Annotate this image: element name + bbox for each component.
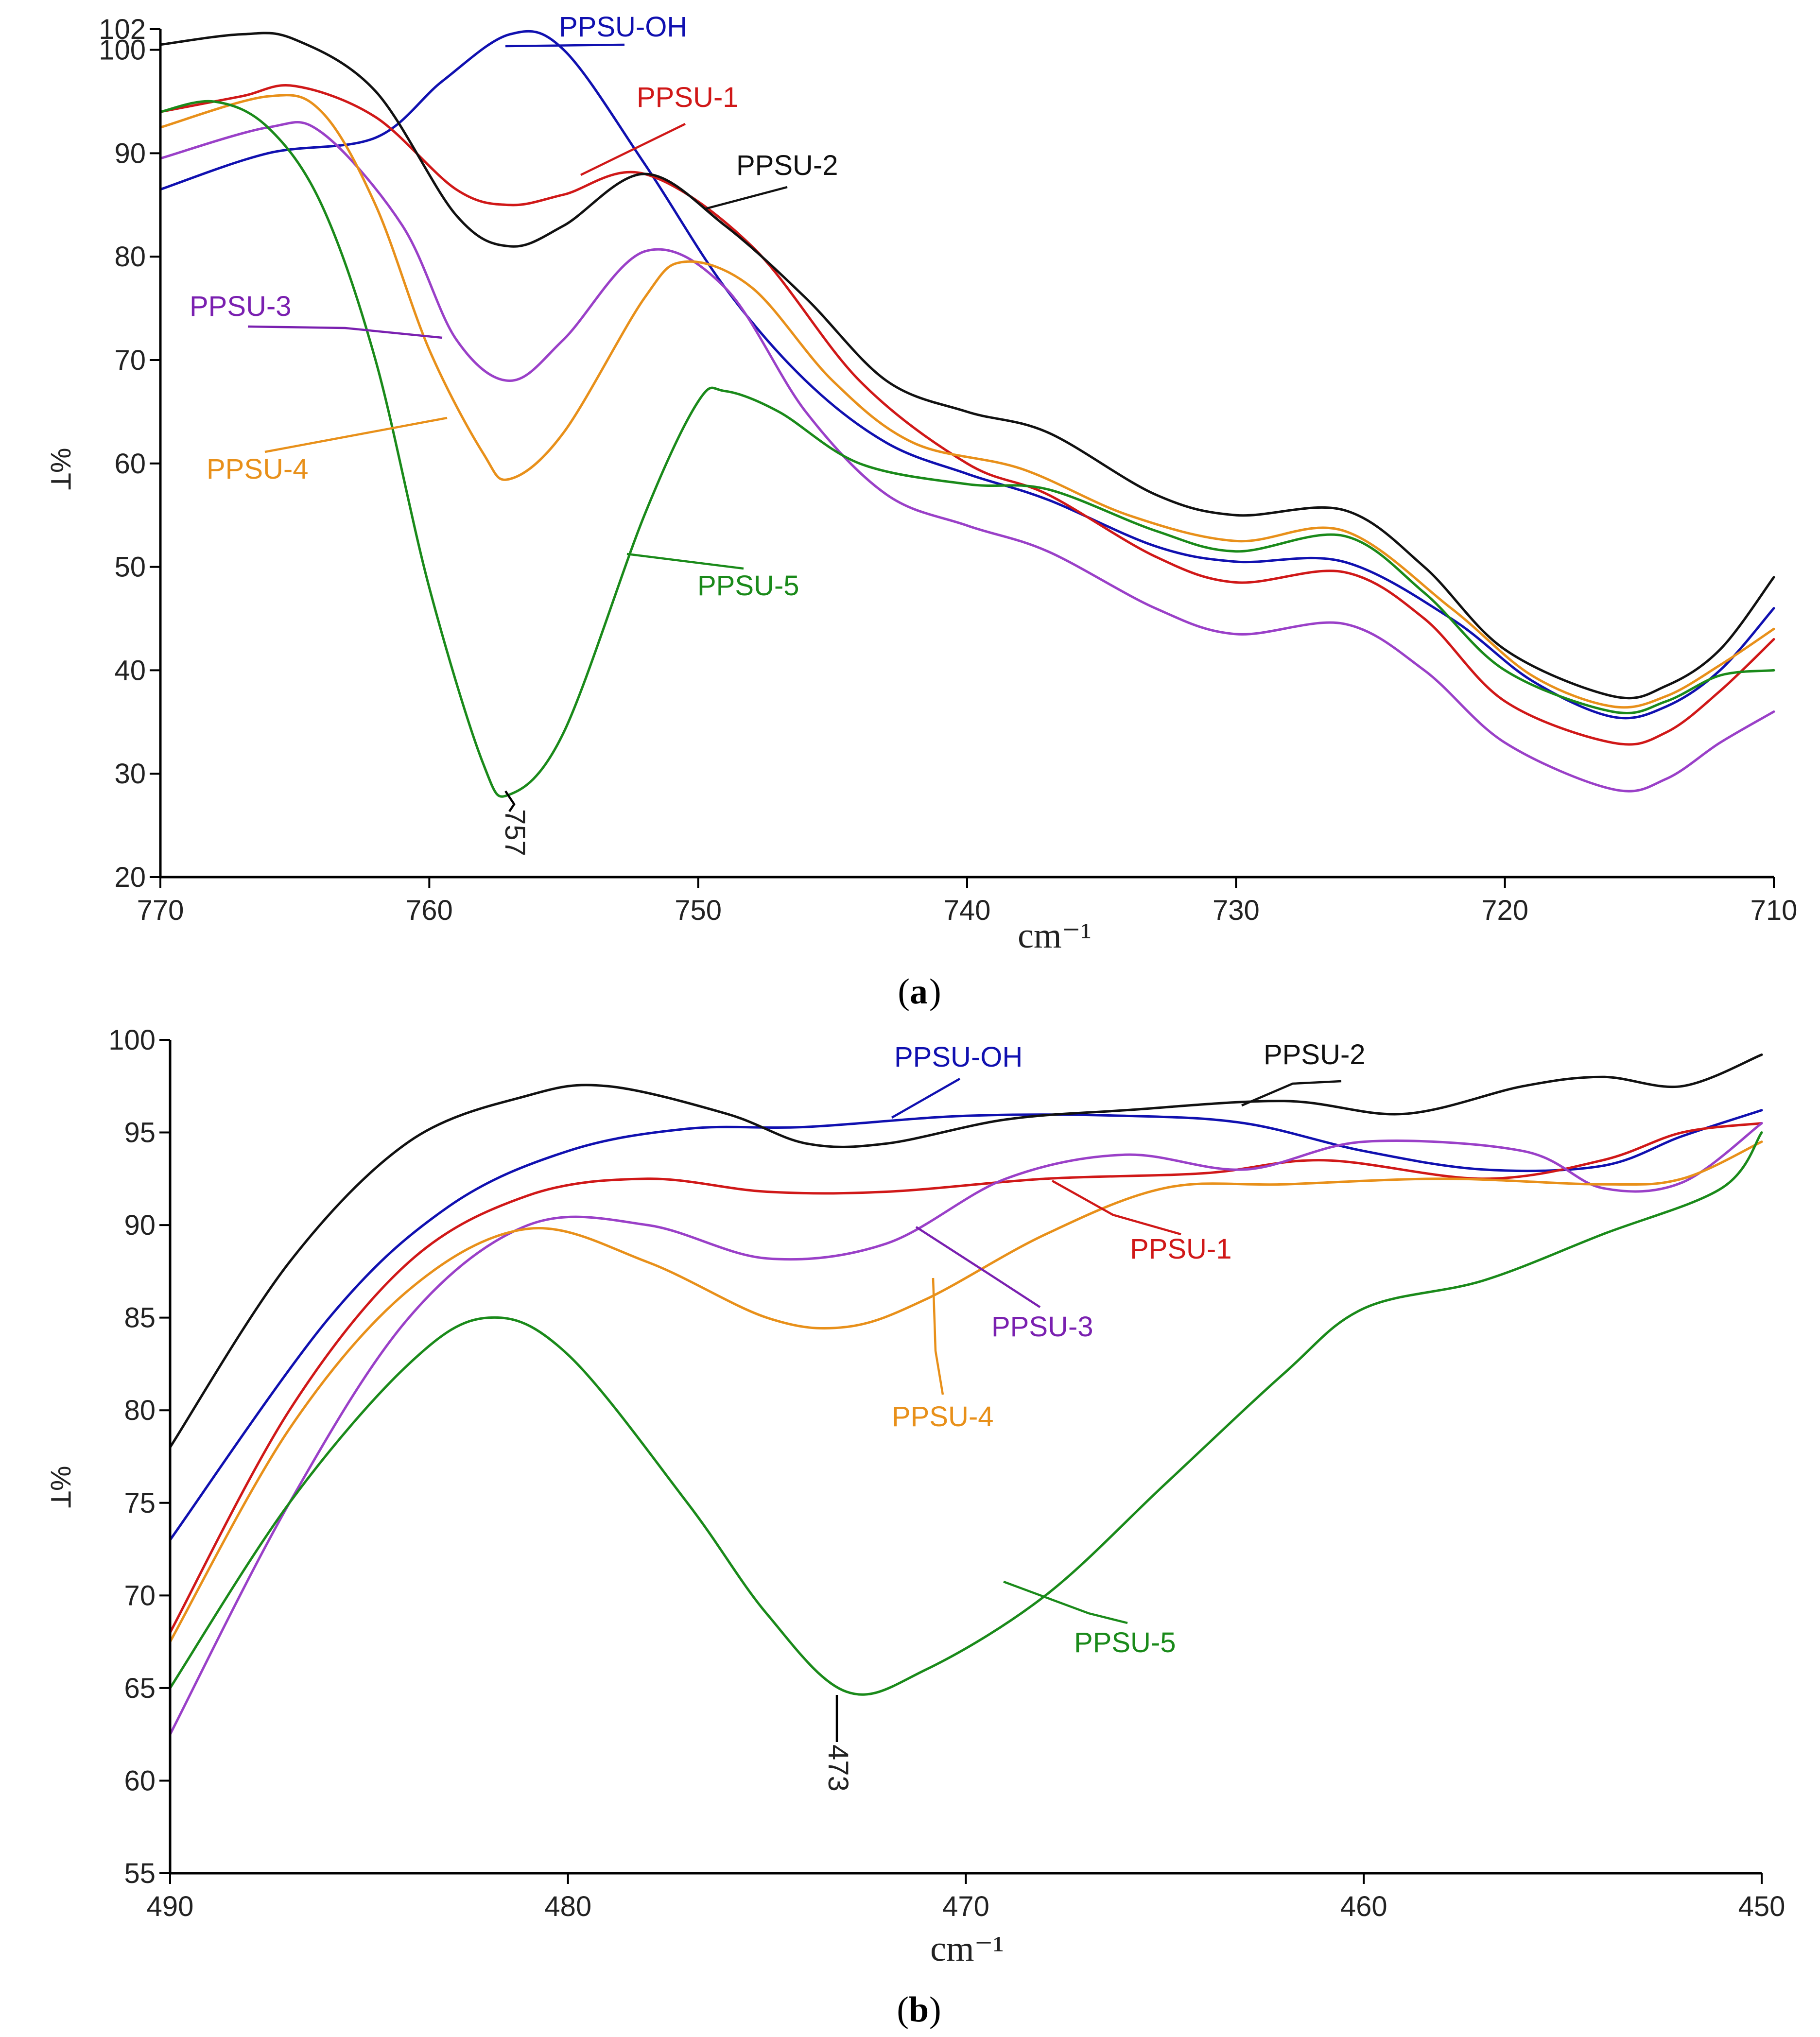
x-tick-label: 490	[147, 1891, 194, 1922]
y-tick-label: 50	[114, 552, 146, 583]
y-tick-label: 80	[114, 241, 146, 273]
label-b-ppsu-5: PPSU-5	[1074, 1627, 1176, 1658]
panel-b-series-lines	[169, 1053, 1763, 1736]
label-b-ppsu-1: PPSU-1	[1130, 1233, 1232, 1265]
panel-a-letter: a	[910, 972, 928, 1012]
series-line-ppsu-1	[159, 84, 1775, 746]
x-tick-label: 720	[1481, 895, 1528, 926]
leader-a-ppsu-4	[264, 416, 448, 453]
y-tick-label: 90	[124, 1209, 156, 1241]
svg-text:): )	[929, 972, 941, 1012]
x-tick-label: 710	[1751, 895, 1798, 926]
label-a-ppsu-oh: PPSU-OH	[559, 11, 687, 43]
label-a-ppsu-5: PPSU-5	[697, 570, 799, 602]
svg-text:(: (	[898, 972, 910, 1012]
panel-a-series-lines	[159, 30, 1775, 798]
series-line-ppsu-oh	[159, 30, 1775, 720]
y-tick-label: 60	[124, 1765, 156, 1796]
svg-text:): )	[929, 1990, 941, 2030]
x-tick-label: 450	[1738, 1891, 1785, 1922]
peak-label-473: 473	[822, 1744, 854, 1792]
y-tick-label: 55	[124, 1858, 156, 1889]
label-b-ppsu-2: PPSU-2	[1264, 1039, 1366, 1070]
series-line-ppsu-2	[169, 1053, 1763, 1449]
peak-label-757: 757	[499, 809, 531, 856]
series-line-ppsu-3	[169, 1122, 1763, 1736]
leader-a-ppsu-2	[704, 186, 788, 210]
panel-b-ylabel: %T	[45, 1466, 76, 1508]
x-tick-label: 480	[544, 1891, 591, 1922]
label-b-ppsu-4: PPSU-4	[892, 1401, 994, 1433]
x-tick-label: 460	[1340, 1891, 1387, 1922]
y-tick-label: 100	[108, 1024, 156, 1056]
panel-a-xlabel: cm⁻¹	[1018, 916, 1092, 956]
y-tick-label: 60	[114, 448, 146, 480]
x-tick-label: 730	[1213, 895, 1260, 926]
y-tick-label: 65	[124, 1673, 156, 1704]
panel-a-ylabel: %T	[45, 448, 76, 490]
label-b-ppsu-3: PPSU-3	[991, 1311, 1093, 1343]
x-tick-label: 470	[942, 1891, 989, 1922]
y-tick-label: 40	[114, 655, 146, 686]
x-tick-label: 770	[137, 895, 184, 926]
leader-b-ppsu-5	[1003, 1580, 1128, 1624]
y-tick-label: 70	[114, 345, 146, 376]
panel-b-leader-lines	[835, 1078, 1342, 1742]
y-tick-label: 85	[124, 1302, 156, 1334]
panel-a-chart: 770 760 750 740 730 720 710 20 30 40 50 60 70 80 90 100…	[45, 11, 1797, 1012]
y-tick-label: 30	[114, 758, 146, 790]
leader-b-ppsu-4	[932, 1277, 944, 1395]
leader-a-ppsu-1	[580, 122, 686, 176]
leader-a-peak	[504, 790, 516, 812]
series-line-ppsu-4	[159, 94, 1775, 709]
leader-a-ppsu-3	[247, 325, 443, 339]
series-line-ppsu-3	[159, 121, 1775, 793]
y-tick-label: 95	[124, 1117, 156, 1149]
panel-a-ticks: 770 760 750 740 730 720 710 20 30 40 50 60 70 80 90 100…	[99, 14, 1797, 926]
y-tick-label: 80	[124, 1395, 156, 1426]
label-b-ppsu-oh: PPSU-OH	[894, 1041, 1023, 1073]
svg-text:(: (	[897, 1990, 909, 2030]
series-line-ppsu-oh	[169, 1109, 1763, 1541]
leader-a-ppsu-5	[626, 552, 744, 570]
panel-a-caption: ( a )	[898, 972, 941, 1012]
y-tick-label: 70	[124, 1580, 156, 1611]
panel-b-caption: ( b )	[897, 1990, 941, 2030]
series-line-ppsu-4	[169, 1140, 1763, 1643]
series-line-ppsu-2	[159, 32, 1775, 700]
panel-b-chart: 490 480 470 460 450 55 60 65 70 75 80 85 90 95 100 PPS…	[45, 1024, 1785, 2030]
panel-a-series-labels: PPSU-OH PPSU-1 PPSU-2 PPSU-3 PPSU-4 PPSU…	[190, 11, 838, 602]
y-tick-label: 102	[99, 14, 146, 45]
y-tick-label: 75	[124, 1487, 156, 1519]
series-line-ppsu-5	[159, 100, 1775, 798]
panel-b-xlabel: cm⁻¹	[930, 1929, 1004, 1969]
leader-b-ppsu-oh	[891, 1078, 961, 1119]
y-tick-label: 100	[99, 35, 146, 66]
leader-b-ppsu-3	[915, 1226, 1041, 1308]
panel-b-ticks: 490 480 470 460 450 55 60 65 70 75 80 85 90 95 100	[108, 1024, 1785, 1922]
series-line-ppsu-1	[169, 1122, 1763, 1634]
y-tick-label: 90	[114, 138, 146, 169]
x-tick-label: 760	[406, 895, 453, 926]
label-a-ppsu-1: PPSU-1	[637, 82, 739, 113]
y-tick-label: 20	[114, 862, 146, 893]
x-tick-label: 740	[944, 895, 991, 926]
x-tick-label: 750	[675, 895, 722, 926]
panel-b-letter: b	[909, 1990, 929, 2030]
label-a-ppsu-4: PPSU-4	[207, 453, 309, 485]
panel-a-leader-lines	[247, 43, 788, 812]
label-a-ppsu-2: PPSU-2	[736, 150, 838, 181]
series-line-ppsu-5	[169, 1131, 1763, 1696]
label-a-ppsu-3: PPSU-3	[190, 291, 292, 322]
leader-a-ppsu-oh	[505, 43, 625, 48]
panel-b-series-labels: PPSU-OH PPSU-2 PPSU-1 PPSU-3 PPSU-4 PPSU…	[892, 1039, 1366, 1658]
leader-b-ppsu-2	[1241, 1080, 1342, 1107]
leader-b-ppsu-1	[1051, 1180, 1181, 1236]
